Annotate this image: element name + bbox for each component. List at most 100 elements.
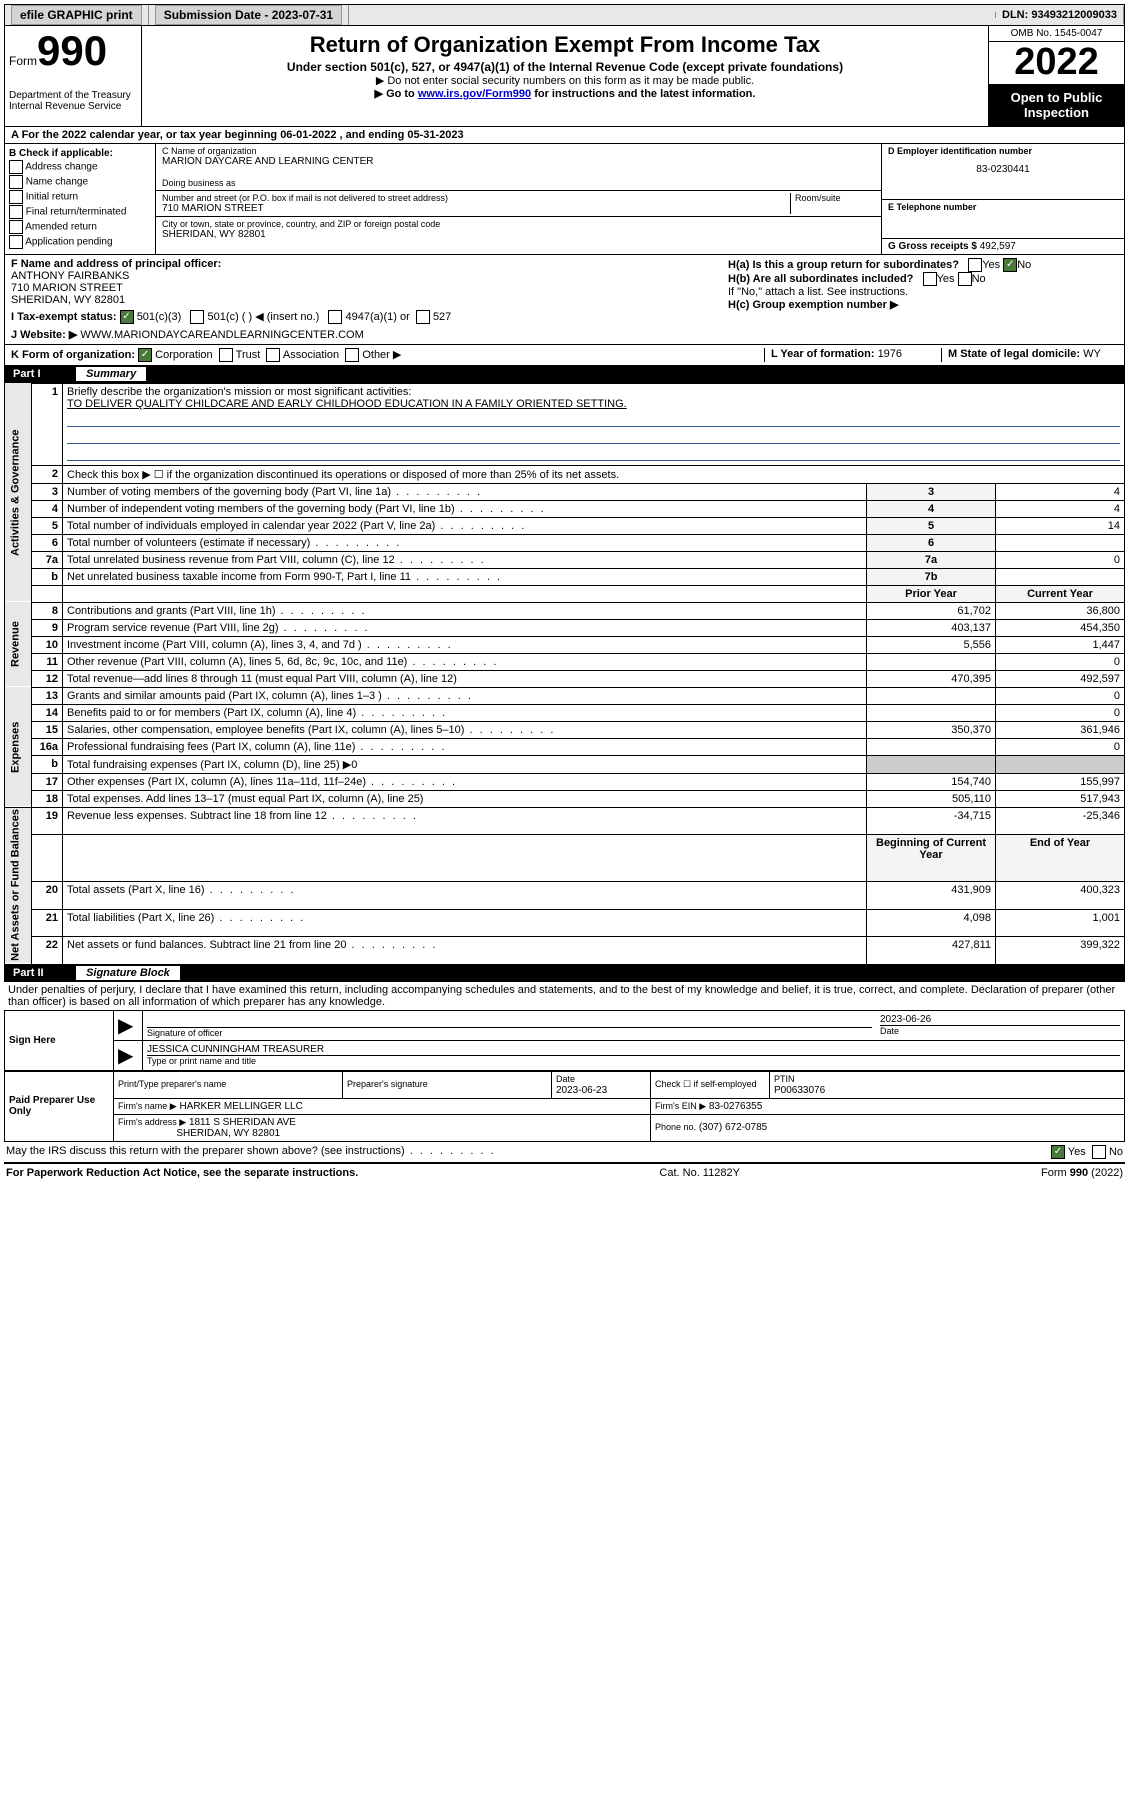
form-number-box: Form990 Department of the TreasuryIntern… — [5, 26, 142, 126]
ha-yes[interactable] — [968, 258, 982, 272]
sign-date-value: 2023-06-26 — [880, 1014, 1120, 1025]
gross-label: G Gross receipts $ — [888, 241, 980, 252]
irs-link[interactable]: www.irs.gov/Form990 — [418, 88, 531, 100]
check-name-change[interactable]: Name change — [9, 175, 151, 189]
hb-yes[interactable] — [923, 272, 937, 286]
mission-text: TO DELIVER QUALITY CHILDCARE AND EARLY C… — [67, 398, 627, 410]
check-assoc[interactable] — [266, 348, 280, 362]
sig-officer-label: Signature of officer — [147, 1027, 872, 1038]
form-page-label: Form 990 (2022) — [1041, 1167, 1123, 1179]
preparer-table: Paid Preparer Use Only Print/Type prepar… — [4, 1071, 1125, 1142]
check-address-change[interactable]: Address change — [9, 160, 151, 174]
check-527[interactable] — [416, 310, 430, 324]
signer-name-label: Type or print name and title — [147, 1055, 1120, 1066]
check-other[interactable] — [345, 348, 359, 362]
ptin-value: P00633076 — [774, 1085, 825, 1096]
room-label: Room/suite — [795, 193, 875, 203]
check-initial-return[interactable]: Initial return — [9, 190, 151, 204]
check-amended[interactable]: Amended return — [9, 220, 151, 234]
vlabel-revenue: Revenue — [5, 602, 32, 687]
form-number: 990 — [37, 27, 107, 74]
check-trust[interactable] — [219, 348, 233, 362]
vlabel-governance: Activities & Governance — [5, 383, 32, 602]
summary-row-4: 4 Number of independent voting members o… — [5, 500, 1125, 517]
sign-date-label: Date — [880, 1025, 1120, 1036]
check-501c[interactable] — [190, 310, 204, 324]
opt-corp: Corporation — [155, 349, 212, 361]
opt-assoc: Association — [283, 349, 339, 361]
firm-ein: 83-0276355 — [709, 1101, 762, 1112]
officer-label: F Name and address of principal officer: — [11, 258, 728, 270]
cat-no: Cat. No. 11282Y — [659, 1167, 740, 1179]
h-block: H(a) Is this a group return for subordin… — [728, 258, 1118, 341]
submission-date-button[interactable]: Submission Date - 2023-07-31 — [155, 5, 342, 25]
ha-label: H(a) Is this a group return for subordin… — [728, 259, 959, 271]
form-header: Form990 Department of the TreasuryIntern… — [4, 26, 1125, 127]
col-right: D Employer identification number 83-0230… — [881, 144, 1124, 254]
summary-row-5: 5 Total number of individuals employed i… — [5, 517, 1125, 534]
discuss-text: May the IRS discuss this return with the… — [6, 1145, 496, 1157]
part2-header: Part II Signature Block — [4, 965, 1125, 982]
opt-501c: 501(c) ( ) ◀ (insert no.) — [208, 311, 320, 323]
firm-addr-label: Firm's address ▶ — [118, 1117, 186, 1127]
k-label: K Form of organization: — [11, 349, 135, 361]
check-app-pending[interactable]: Application pending — [9, 235, 151, 249]
officer-h-row: F Name and address of principal officer:… — [4, 255, 1125, 345]
m-value: WY — [1083, 348, 1101, 360]
hb-no[interactable] — [958, 272, 972, 286]
discuss-no[interactable] — [1092, 1145, 1106, 1159]
check-corp[interactable]: ✓ — [138, 348, 152, 362]
info-grid: B Check if applicable: Address change Na… — [4, 144, 1125, 255]
top-bar: efile GRAPHIC print Submission Date - 20… — [4, 4, 1125, 26]
check-final-return[interactable]: Final return/terminated — [9, 205, 151, 219]
omb-number: OMB No. 1545-0047 — [989, 26, 1124, 42]
l-label: L Year of formation: — [771, 348, 878, 360]
website-label: J Website: ▶ — [11, 329, 77, 341]
org-name: MARION DAYCARE AND LEARNING CENTER — [162, 156, 875, 167]
declaration: Under penalties of perjury, I declare th… — [4, 982, 1125, 1010]
dln-label: DLN: 93493212009033 — [996, 6, 1124, 24]
section-a: A For the 2022 calendar year, or tax yea… — [4, 127, 1125, 144]
officer-block: F Name and address of principal officer:… — [11, 258, 728, 341]
discuss-yes[interactable]: ✓ — [1051, 1145, 1065, 1159]
ein-value: 83-0230441 — [888, 164, 1118, 175]
firm-phone-label: Phone no. — [655, 1122, 696, 1132]
phone-label: E Telephone number — [888, 202, 1118, 212]
prep-date: 2023-06-23 — [556, 1085, 607, 1096]
hb-note: If "No," attach a list. See instructions… — [728, 286, 1118, 298]
firm-ein-label: Firm's EIN ▶ — [655, 1101, 706, 1111]
line1-label: Briefly describe the organization's miss… — [67, 386, 411, 398]
form-title: Return of Organization Exempt From Incom… — [148, 32, 982, 58]
title-box: Return of Organization Exempt From Incom… — [142, 26, 988, 126]
ptin-label: PTIN — [774, 1074, 795, 1084]
summary-row-3: 3 Number of voting members of the govern… — [5, 483, 1125, 500]
officer-name: ANTHONY FAIRBANKS — [11, 270, 728, 282]
part2-title: Signature Block — [76, 966, 180, 980]
note-post: for instructions and the latest informat… — [531, 88, 755, 100]
hb-label: H(b) Are all subordinates included? — [728, 273, 913, 285]
form-subtitle: Under section 501(c), 527, or 4947(a)(1)… — [148, 60, 982, 74]
firm-phone: (307) 672-0785 — [699, 1122, 767, 1133]
org-name-label: C Name of organization — [162, 146, 875, 156]
check-4947[interactable] — [328, 310, 342, 324]
officer-addr2: SHERIDAN, WY 82801 — [11, 294, 728, 306]
ha-no[interactable]: ✓ — [1003, 258, 1017, 272]
k-row: K Form of organization: ✓ Corporation Tr… — [4, 345, 1125, 366]
inspection-label: Open to Public Inspection — [989, 84, 1124, 126]
note-link: ▶ Go to www.irs.gov/Form990 for instruct… — [148, 87, 982, 100]
hc-label: H(c) Group exemption number ▶ — [728, 298, 1118, 311]
efile-button[interactable]: efile GRAPHIC print — [11, 5, 142, 25]
line-1: 1 — [32, 383, 63, 465]
self-emp-label[interactable]: Check ☐ if self-employed — [655, 1079, 757, 1089]
summary-row-7a: 7a Total unrelated business revenue from… — [5, 551, 1125, 568]
part2-label: Part II — [13, 967, 73, 979]
form-word: Form — [9, 54, 37, 68]
current-year-header: Current Year — [996, 585, 1125, 602]
addr-label: Number and street (or P.O. box if mail i… — [162, 193, 786, 203]
part1-label: Part I — [13, 368, 73, 380]
check-501c3[interactable]: ✓ — [120, 310, 134, 324]
sign-table: Sign Here ▶ Signature of officer 2023-06… — [4, 1010, 1125, 1071]
opt-501c3: 501(c)(3) — [137, 311, 182, 323]
begin-year-header: Beginning of Current Year — [867, 835, 996, 882]
discuss-row: May the IRS discuss this return with the… — [4, 1142, 1125, 1164]
